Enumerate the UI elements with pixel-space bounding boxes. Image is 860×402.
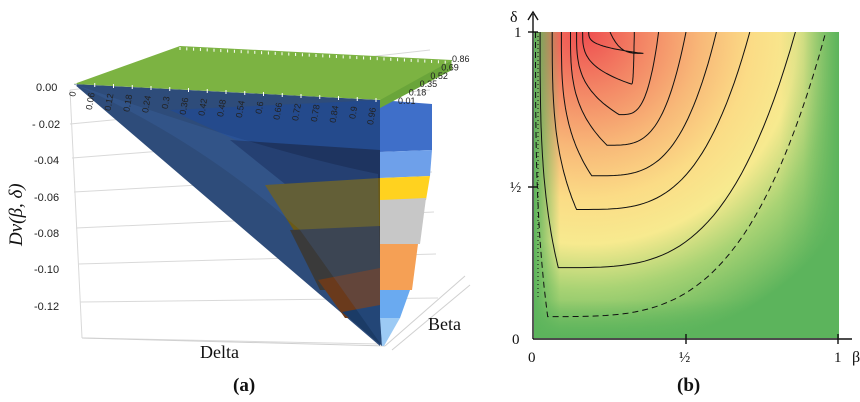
delta-tick-labels: 0 0.06 0.12 0.18 0.24 0.3 0.36 0.42 0.48 0.54 0.6 0… [67, 91, 378, 126]
x-tick-label: 1 [834, 350, 842, 366]
beta-tick-labels: 0.010.180.350.520.690.86 [398, 54, 470, 106]
delta-tick-label: 0.48 [215, 99, 228, 118]
x-tick-label: 0 [528, 350, 536, 366]
delta-tick-label: 0.72 [290, 103, 303, 122]
delta-tick-label: 0.42 [196, 98, 209, 117]
delta-tick-label: 0.24 [140, 95, 153, 114]
delta-tick-label: 0.96 [365, 107, 378, 126]
floor-lines [81, 275, 471, 351]
surface [74, 46, 452, 346]
y-tick-label: ½ [510, 180, 521, 196]
contour-line [582, 32, 635, 85]
beta-axis-label: Beta [428, 314, 461, 334]
z-tick-label: -0.04 [34, 155, 59, 167]
panel-a-caption: (a) [233, 375, 255, 396]
x-tick-label: ½ [679, 350, 690, 366]
delta-tick-label: 0.9 [347, 106, 359, 120]
beta-tick-label: 0.69 [441, 62, 459, 72]
delta-tick-label: 0.12 [103, 93, 116, 112]
delta-tick-label: 0.06 [84, 92, 97, 111]
beta-tick-label: 0.01 [398, 96, 416, 106]
z-tick-label: - 0.02 [32, 119, 60, 131]
contour-line [560, 32, 717, 177]
beta-tick-label: 0.35 [420, 79, 438, 89]
beta-tick-label: 0.86 [452, 54, 470, 64]
contour-line [570, 32, 687, 146]
delta-tick-label: 0.66 [271, 102, 284, 121]
contour-line [588, 32, 644, 54]
contour-plot-panel: δ 1 ½ 0 0 ½ 1 β (b) [510, 9, 860, 396]
z-tick-label: -0.08 [34, 228, 59, 240]
z-tick-label: -0.10 [34, 264, 59, 276]
delta-tick-label: 0.18 [121, 94, 134, 113]
z-tick-label: -0.06 [34, 192, 59, 204]
z-axis: 0.00 - 0.02 -0.04 -0.06 -0.08 -0.10 -0.1… [6, 82, 60, 313]
z-tick-label: 0.00 [36, 82, 57, 94]
contour-axes [527, 10, 852, 344]
delta-tick-label: 0.54 [234, 100, 247, 119]
delta-tick-label: 0.6 [253, 101, 265, 115]
delta-axis-label: Delta [200, 342, 239, 362]
y-tick-label: 1 [514, 25, 522, 41]
delta-tick-label: 0.84 [328, 105, 341, 124]
beta-tick-label: 0.52 [430, 71, 448, 81]
contour-line [551, 32, 751, 210]
surface-plot-panel: 0.00 - 0.02 -0.04 -0.06 -0.08 -0.10 -0.1… [6, 46, 471, 396]
contour-line [535, 32, 827, 318]
x-axis-label: β [852, 349, 860, 366]
delta-tick-label: 0.78 [309, 104, 322, 123]
contour-line [539, 32, 796, 269]
delta-tick-marks [75, 47, 453, 102]
delta-tick-label: 0.3 [160, 96, 172, 110]
y-tick-label: 0 [512, 332, 520, 348]
beta-tick-label: 0.18 [409, 88, 427, 98]
z-axis-label: Dv(β, δ) [6, 183, 27, 247]
contour-lines [535, 32, 827, 318]
delta-tick-label: 0.36 [178, 97, 191, 116]
y-axis-label: δ [510, 9, 518, 26]
z-tick-label: -0.12 [34, 301, 59, 313]
heatmap-right-edge [780, 32, 839, 338]
contour-line [576, 32, 660, 116]
panel-b-caption: (b) [677, 375, 700, 396]
delta-tick-label: 0 [67, 91, 78, 98]
